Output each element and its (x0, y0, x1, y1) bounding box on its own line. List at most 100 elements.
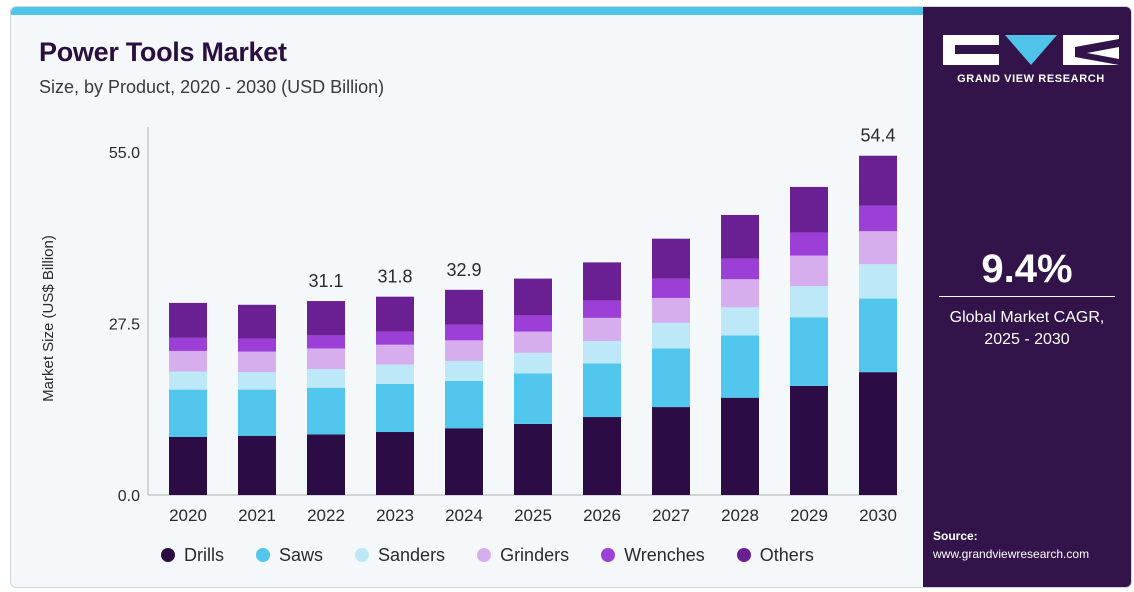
bar-segment-wrenches-2027 (652, 278, 690, 298)
bar-segment-grinders-2027 (652, 297, 690, 323)
bar-segment-wrenches-2020 (169, 337, 207, 351)
bar-segment-sanders-2021 (238, 372, 276, 390)
bar-segment-drills-2026 (583, 417, 621, 495)
bar-segment-saws-2028 (721, 335, 759, 398)
x-tick-label: 2020 (169, 506, 207, 525)
chart-subtitle: Size, by Product, 2020 - 2030 (USD Billi… (39, 77, 385, 97)
bar-segment-grinders-2021 (238, 351, 276, 373)
legend-swatch (355, 548, 370, 562)
brand-logo: GRAND VIEW RESEARCH (943, 35, 1119, 95)
bar-segment-wrenches-2021 (238, 338, 276, 352)
stacked-bar-chart: 0.0 27.5 55.0 Market Size (US$ Billion) 2020… (40, 126, 897, 525)
chart-title: Power Tools Market (39, 37, 287, 67)
x-tick-label: 2026 (583, 506, 621, 525)
bar-segment-grinders-2025 (514, 331, 552, 353)
bar-segment-others-2029 (790, 186, 828, 233)
x-tick-label: 2023 (376, 506, 414, 525)
x-tick-label: 2021 (238, 506, 276, 525)
cagr-divider (939, 296, 1115, 297)
bar-segment-drills-2027 (652, 407, 690, 495)
bar-segment-sanders-2025 (514, 352, 552, 374)
bar-segment-sanders-2024 (445, 360, 483, 381)
legend-label: Sanders (378, 544, 446, 565)
cagr-label: Global Market CAGR, 2025 - 2030 (923, 307, 1131, 351)
bar-segment-saws-2023 (376, 383, 414, 433)
legend-item-drills: Drills (161, 545, 224, 566)
data-label: 54.4 (860, 126, 895, 146)
bar-segment-grinders-2030 (859, 231, 897, 265)
legend-label: Others (759, 544, 814, 565)
accent-bar (11, 7, 923, 15)
bar-segment-drills-2023 (376, 432, 414, 495)
y-tick-label: 0.0 (118, 488, 140, 505)
bar-segment-others-2021 (238, 304, 276, 339)
bar-segment-saws-2024 (445, 380, 483, 429)
legend-item-grinders: Grinders (477, 545, 569, 566)
x-tick-label: 2025 (514, 506, 552, 525)
bar-segment-wrenches-2028 (721, 258, 759, 280)
bar-segment-saws-2025 (514, 373, 552, 424)
bar-segment-others-2020 (169, 302, 207, 338)
source-link[interactable]: www.grandviewresearch.com (933, 547, 1090, 561)
bar-segment-drills-2021 (238, 435, 276, 495)
bar-segment-grinders-2024 (445, 340, 483, 361)
bar-segment-wrenches-2025 (514, 315, 552, 332)
cagr-label-line-2: 2025 - 2030 (984, 331, 1070, 348)
bar-segment-grinders-2028 (721, 279, 759, 308)
bar-segment-sanders-2027 (652, 322, 690, 349)
bar-segment-saws-2022 (307, 387, 345, 435)
data-label: 31.8 (377, 267, 412, 287)
x-tick-label: 2022 (307, 506, 345, 525)
bar-segment-others-2028 (721, 214, 759, 259)
legend-swatch (161, 548, 175, 562)
bar-segment-saws-2026 (583, 363, 621, 418)
bar-segment-grinders-2023 (376, 344, 414, 365)
side-panel: GRAND VIEW RESEARCH 9.4% Global Market C… (923, 7, 1131, 587)
bar-segment-saws-2030 (859, 298, 897, 373)
legend-label: Wrenches (624, 544, 705, 565)
x-tick-label: 2028 (721, 506, 759, 525)
bar-segment-others-2024 (445, 289, 483, 325)
bar-segment-wrenches-2030 (859, 205, 897, 232)
bar-segment-others-2026 (583, 262, 621, 301)
bar-segment-grinders-2020 (169, 350, 207, 372)
legend-item-others: Others (736, 544, 814, 566)
legend-label: Saws (279, 544, 324, 565)
legend-item-sanders: Sanders (355, 545, 445, 566)
bar-segment-drills-2030 (859, 372, 897, 495)
x-tick-label: 2024 (445, 506, 483, 525)
bar-segment-saws-2029 (790, 317, 828, 386)
bar-segment-drills-2028 (721, 397, 759, 495)
bar-segment-sanders-2028 (721, 307, 759, 336)
bar-segment-others-2023 (376, 296, 414, 332)
bar-segment-drills-2020 (169, 437, 207, 495)
legend-label: Drills (184, 544, 224, 565)
bar-segment-sanders-2023 (376, 364, 414, 384)
bar-segment-sanders-2030 (859, 264, 897, 299)
x-tick-label: 2030 (859, 506, 897, 525)
bar-segment-saws-2021 (238, 389, 276, 436)
bar-segment-others-2027 (652, 238, 690, 279)
bar-segment-drills-2025 (514, 423, 552, 495)
bar-segment-drills-2029 (790, 385, 828, 495)
bar-segment-wrenches-2023 (376, 331, 414, 345)
data-label: 32.9 (446, 260, 481, 280)
bar-segment-wrenches-2026 (583, 300, 621, 318)
bar-segment-wrenches-2024 (445, 324, 483, 341)
y-tick-label: 55.0 (109, 145, 140, 162)
bar-segment-saws-2020 (169, 389, 207, 438)
bar-segment-saws-2027 (652, 348, 690, 408)
chart-card: Power Tools Market Size, by Product, 202… (10, 6, 1132, 588)
legend-swatch (477, 548, 492, 562)
brand-name: GRAND VIEW RESEARCH (957, 73, 1105, 85)
legend-swatch (601, 548, 616, 562)
bar-segment-sanders-2026 (583, 340, 621, 364)
cagr-value: 9.4% (981, 247, 1073, 291)
bar-segment-sanders-2029 (790, 286, 828, 318)
bar-segment-grinders-2029 (790, 255, 828, 287)
source-label: Source: (933, 529, 978, 543)
legend-item-wrenches: Wrenches (601, 545, 705, 566)
bar-segment-grinders-2022 (307, 348, 345, 370)
bar-segment-wrenches-2022 (307, 335, 345, 349)
chart-legend: Drills Saws Sanders Grinders Wrenches Others (161, 543, 846, 567)
